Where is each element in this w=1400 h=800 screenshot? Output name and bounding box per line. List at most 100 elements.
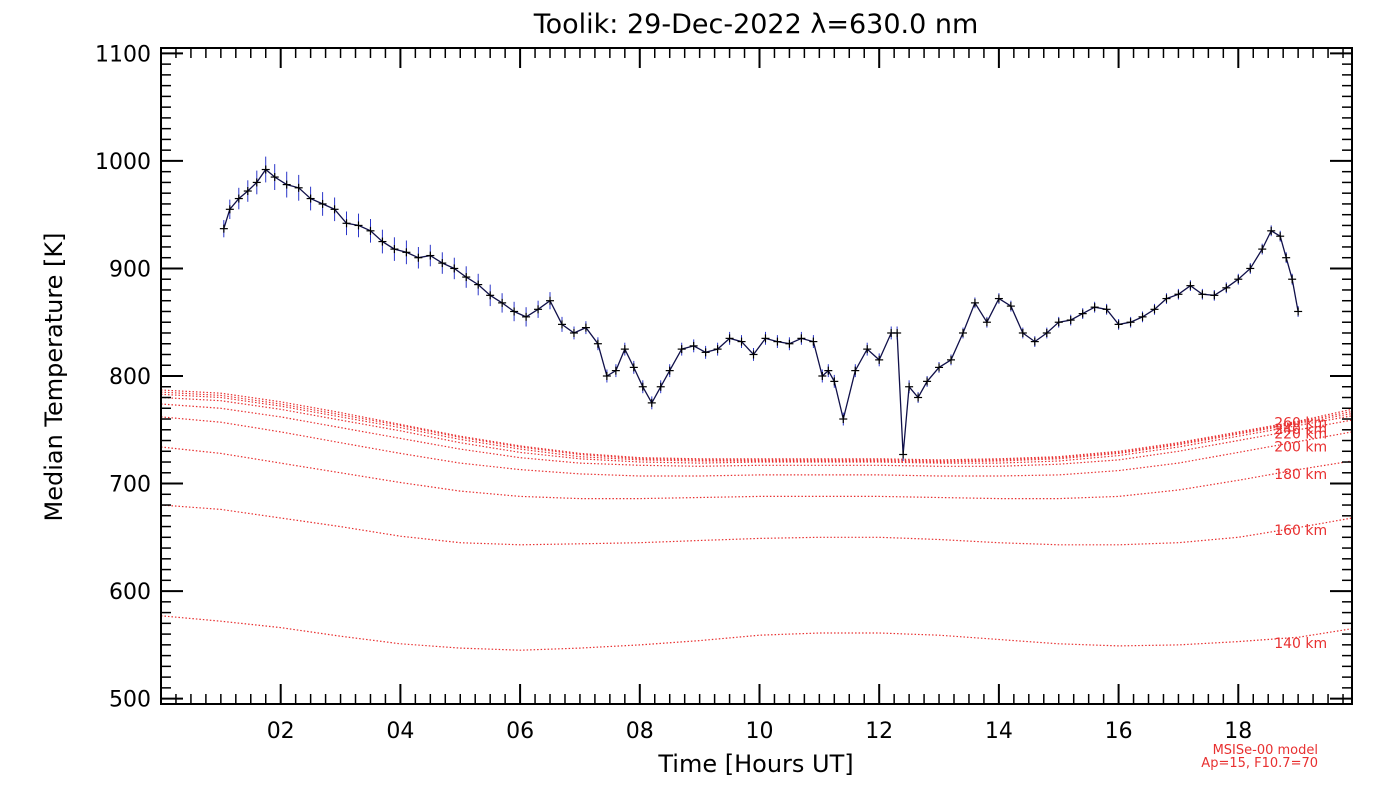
chart-title: Toolik: 29-Dec-2022 λ=630.0 nm [533, 9, 979, 40]
data-point [701, 348, 710, 357]
data-point [219, 224, 228, 233]
data-point [1294, 307, 1303, 316]
data-point [270, 173, 279, 182]
data-point [557, 320, 566, 329]
y-tick-label: 1000 [95, 150, 151, 175]
data-point [486, 291, 495, 300]
data-point [1186, 281, 1195, 290]
data-point [905, 382, 914, 391]
x-tick-label: 04 [386, 719, 414, 744]
data-point [1150, 305, 1159, 314]
data-point [914, 393, 923, 402]
data-point [522, 312, 531, 321]
altitude-label-3: 180 km [1274, 467, 1327, 483]
data-point [462, 273, 471, 282]
model-curve-9 [160, 389, 1353, 461]
model-curve-7 [160, 393, 1353, 463]
data-point [893, 328, 902, 337]
y-tick-label: 900 [109, 257, 151, 282]
data-point [923, 377, 932, 386]
data-point [1138, 312, 1147, 321]
x-tick-label: 08 [626, 719, 654, 744]
y-tick-label: 600 [109, 580, 151, 605]
data-point [824, 366, 833, 375]
data-point [1102, 305, 1111, 314]
plot-frame [160, 47, 1353, 705]
data-point [354, 221, 363, 230]
data-point [1288, 275, 1297, 284]
data-point [1210, 291, 1219, 300]
data-point [438, 259, 447, 268]
altitude-label-7: 260 km [1274, 416, 1327, 432]
data-point [1174, 290, 1183, 299]
data-point [593, 339, 602, 348]
data-point [243, 187, 252, 196]
data-point [1078, 309, 1087, 318]
data-point [1222, 283, 1231, 292]
plot-axes: 500 600 700 800 900 1000 1100 02 04 06 08 10 12 14 16 1… [95, 42, 1353, 744]
data-point [935, 363, 944, 372]
data-point [342, 219, 351, 228]
data-point [1114, 320, 1123, 329]
x-tick-label: 12 [865, 719, 893, 744]
altitude-label-2: 160 km [1274, 523, 1327, 539]
data-point [294, 183, 303, 192]
data-point [1198, 290, 1207, 299]
data-point [863, 345, 872, 354]
data-point [1258, 245, 1267, 254]
data-point [958, 328, 967, 337]
x-tick-label: 02 [267, 719, 295, 744]
data-point [498, 298, 507, 307]
data-point [647, 398, 656, 407]
altitude-label-6: 240 km [1274, 422, 1327, 438]
data-point [970, 298, 979, 307]
data-point [875, 355, 884, 364]
data-point [947, 355, 956, 364]
data-point [839, 415, 848, 424]
x-tick-label: 14 [985, 719, 1013, 744]
data-point [1066, 316, 1075, 325]
data-point [1162, 294, 1171, 303]
data-point [234, 194, 243, 203]
data-point [1090, 303, 1099, 312]
data-point [426, 251, 435, 260]
data-point [414, 253, 423, 262]
data-point [282, 180, 291, 189]
data-point [1054, 318, 1063, 327]
data-point [366, 226, 375, 235]
data-point [899, 450, 908, 459]
data-point [761, 334, 770, 343]
data-point [818, 372, 827, 380]
data-point [797, 334, 806, 343]
data-point [749, 350, 758, 359]
data-point [330, 205, 339, 214]
model-curve-5 [160, 403, 1353, 467]
data-point [982, 318, 991, 327]
data-point [629, 363, 638, 372]
y-tick-label: 800 [109, 365, 151, 390]
y-tick-label: 700 [109, 473, 151, 498]
x-tick-label: 16 [1105, 719, 1133, 744]
data-point [225, 205, 234, 214]
data-point [851, 366, 860, 375]
model-curve-2 [160, 504, 1353, 546]
data-point [569, 328, 578, 337]
model-curve-1 [160, 615, 1353, 651]
data-point [638, 382, 647, 391]
data-point [620, 345, 629, 354]
data-point [252, 178, 261, 187]
data-point [994, 294, 1003, 303]
data-point [665, 366, 674, 375]
y-tick-label: 500 [109, 688, 151, 713]
y-tick-label: 1100 [95, 42, 151, 67]
data-point [474, 280, 483, 289]
model-curve-6 [160, 396, 1353, 464]
data-point [689, 341, 698, 350]
data-point [1042, 328, 1051, 337]
data-point [261, 165, 270, 174]
data-point [713, 345, 722, 354]
y-axis-title: Median Temperature [K] [40, 232, 68, 521]
data-point [306, 194, 315, 203]
